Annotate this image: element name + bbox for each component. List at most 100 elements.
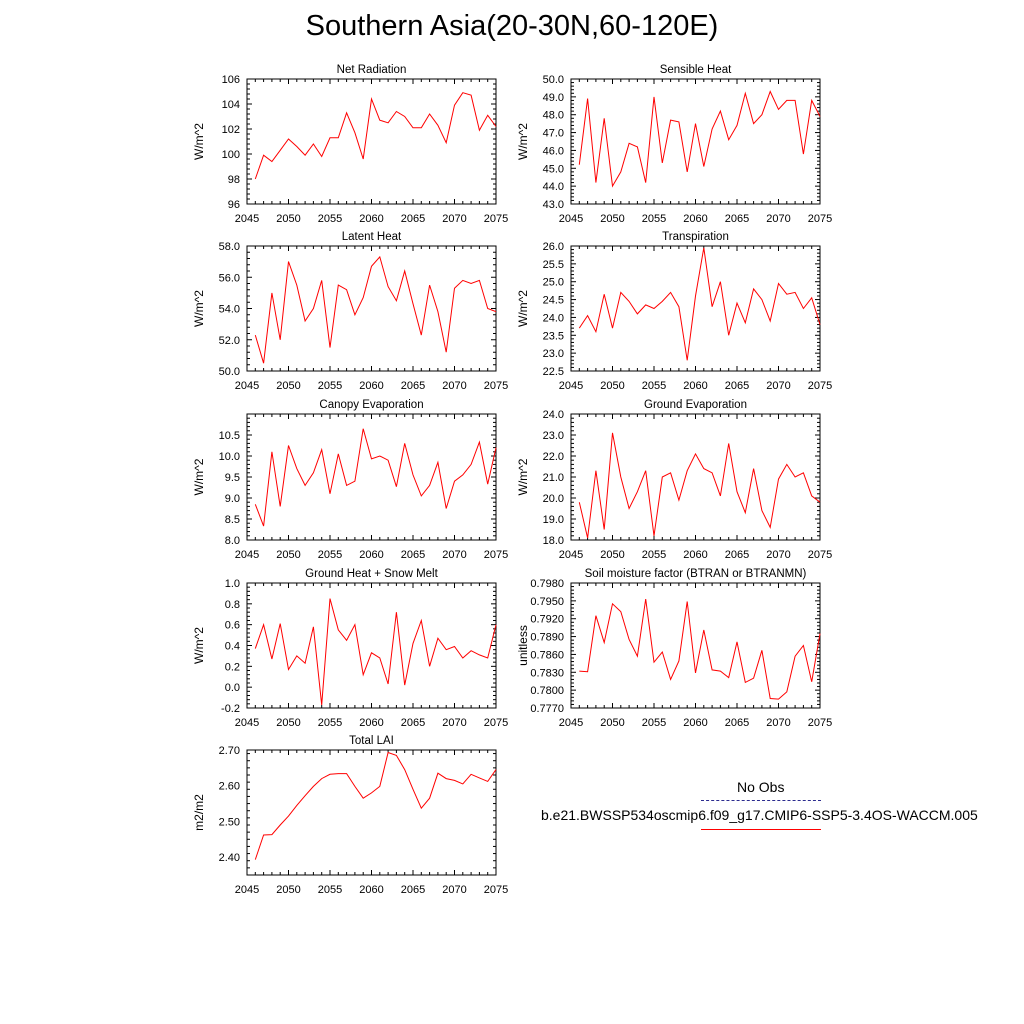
panel-6-y-tick-label: 24.0 [543, 409, 564, 421]
panel-1-y-tick-label: 106 [222, 74, 240, 86]
panel-8-x-tick-label: 2075 [808, 717, 832, 729]
panel-1-x-tick-label: 2045 [235, 213, 259, 225]
panel-9-x-tick-label: 2060 [359, 884, 383, 896]
panel-5-y-tick-label: 8.5 [225, 514, 240, 526]
panel-5-x-tick-label: 2045 [235, 549, 259, 561]
panel-2-x-tick-label: 2065 [725, 213, 749, 225]
panel-4-y-tick-label: 25.0 [543, 277, 564, 289]
panel-9-y-tick-label: 2.60 [219, 781, 240, 793]
panel-4-x-tick-label: 2055 [642, 380, 666, 392]
panel-3-x-tick-label: 2070 [442, 380, 466, 392]
page-title: Southern Asia(20-30N,60-120E) [305, 10, 719, 42]
legend-obs-label: No Obs [737, 779, 785, 795]
panel-1-y-tick-label: 102 [222, 124, 240, 136]
legend-model-line [701, 829, 821, 830]
panel-6-y-tick-label: 22.0 [543, 451, 564, 463]
panel-7-x-tick-label: 2045 [235, 717, 259, 729]
panel-8-y-tick-label: 0.7830 [530, 667, 564, 679]
panel-9-title: Total LAI [349, 735, 394, 747]
panel-4-frame [570, 245, 821, 372]
panel-2-y-tick-label: 43.0 [543, 199, 564, 211]
panel-9-x-tick-label: 2075 [484, 884, 508, 896]
panel-1-title: Net Radiation [337, 64, 407, 76]
panel-2-x-tick-label: 2060 [683, 213, 707, 225]
panel-9-y-tick-label: 2.70 [219, 745, 240, 757]
panel-3-y-tick-label: 56.0 [219, 272, 240, 284]
panel-2-x-tick-label: 2055 [642, 213, 666, 225]
panel-8-title: Soil moisture factor (BTRAN or BTRANMN) [585, 568, 807, 580]
panel-7-x-tick-label: 2075 [484, 717, 508, 729]
panel-8-y-tick-label: 0.7980 [530, 578, 564, 590]
panel-2-x-tick-label: 2070 [766, 213, 790, 225]
panel-8-x-tick-label: 2045 [559, 717, 583, 729]
panel-7-x-tick-label: 2060 [359, 717, 383, 729]
panel-6-x-tick-label: 2070 [766, 549, 790, 561]
panel-3-x-tick-label: 2065 [401, 380, 425, 392]
panel-1-y-tick-label: 100 [222, 149, 240, 161]
panel-5-y-tick-label: 8.0 [225, 535, 240, 547]
panel-6-y-tick-label: 18.0 [543, 535, 564, 547]
panel-8-x-tick-label: 2050 [600, 717, 624, 729]
panel-1-series-line [254, 92, 497, 180]
panel-6-y-axis-label: W/m^2 [516, 458, 530, 495]
panel-4-x-tick-label: 2060 [683, 380, 707, 392]
panel-4-y-tick-label: 25.5 [543, 259, 564, 271]
panel-8-y-tick-label: 0.7920 [530, 614, 564, 626]
panel-7-x-tick-label: 2065 [401, 717, 425, 729]
panel-2-y-tick-label: 45.0 [543, 163, 564, 175]
panel-6-x-tick-label: 2075 [808, 549, 832, 561]
panel-7-title: Ground Heat + Snow Melt [305, 568, 438, 580]
panel-2-y-tick-label: 48.0 [543, 110, 564, 122]
panel-3-series-line [254, 255, 497, 364]
panel-3-y-tick-label: 54.0 [219, 304, 240, 316]
panel-7-series-line [254, 598, 497, 705]
panel-5-x-tick-label: 2055 [318, 549, 342, 561]
panel-5-y-axis-label: W/m^2 [192, 458, 206, 495]
panel-4-series-line [578, 247, 821, 361]
panel-4-y-axis-label: W/m^2 [516, 290, 530, 327]
panel-8-x-tick-label: 2065 [725, 717, 749, 729]
panel-7-y-tick-label: 0.2 [225, 661, 240, 673]
panel-4-x-tick-label: 2065 [725, 380, 749, 392]
panel-6-y-tick-label: 21.0 [543, 472, 564, 484]
panel-7-x-tick-label: 2070 [442, 717, 466, 729]
panel-8-y-tick-label: 0.7770 [530, 703, 564, 715]
panel-9-x-tick-label: 2045 [235, 884, 259, 896]
panel-4-x-tick-label: 2050 [600, 380, 624, 392]
panel-3-x-tick-label: 2060 [359, 380, 383, 392]
panel-7-y-tick-label: 0.6 [225, 620, 240, 632]
panel-4-y-tick-label: 26.0 [543, 241, 564, 253]
panel-2-y-tick-label: 47.0 [543, 128, 564, 140]
panel-9-y-tick-label: 2.40 [219, 852, 240, 864]
panel-5-x-tick-label: 2070 [442, 549, 466, 561]
panel-1-y-tick-label: 104 [222, 99, 240, 111]
panel-2-y-tick-label: 50.0 [543, 74, 564, 86]
panel-7-y-tick-label: 0.0 [225, 682, 240, 694]
panel-6-x-tick-label: 2055 [642, 549, 666, 561]
panel-7-y-tick-label: 0.8 [225, 599, 240, 611]
panel-5-x-tick-label: 2060 [359, 549, 383, 561]
panel-5-y-tick-label: 9.0 [225, 493, 240, 505]
panel-5-series-line [254, 428, 497, 527]
panel-7-y-tick-label: 0.4 [225, 641, 240, 653]
panel-2-title: Sensible Heat [660, 64, 732, 76]
panel-2-frame [570, 78, 821, 205]
panel-8-x-tick-label: 2070 [766, 717, 790, 729]
panel-7-y-tick-label: -0.2 [221, 703, 240, 715]
panel-5-y-tick-label: 10.5 [219, 430, 240, 442]
panel-9-y-tick-label: 2.50 [219, 816, 240, 828]
panel-2-y-axis-label: W/m^2 [516, 123, 530, 160]
panel-1-x-tick-label: 2070 [442, 213, 466, 225]
panel-8-y-tick-label: 0.7800 [530, 685, 564, 697]
panel-6-x-tick-label: 2060 [683, 549, 707, 561]
panel-6-x-tick-label: 2045 [559, 549, 583, 561]
panel-3-y-tick-label: 52.0 [219, 335, 240, 347]
panel-1-x-tick-label: 2065 [401, 213, 425, 225]
panel-5-title: Canopy Evaporation [319, 399, 423, 411]
panel-1-x-tick-label: 2050 [276, 213, 300, 225]
panel-8-y-axis-label: unitless [516, 625, 530, 666]
panel-8-y-tick-label: 0.7890 [530, 632, 564, 644]
panel-9-frame [246, 749, 497, 876]
panel-3-y-tick-label: 50.0 [219, 366, 240, 378]
panel-8-y-tick-label: 0.7950 [530, 596, 564, 608]
